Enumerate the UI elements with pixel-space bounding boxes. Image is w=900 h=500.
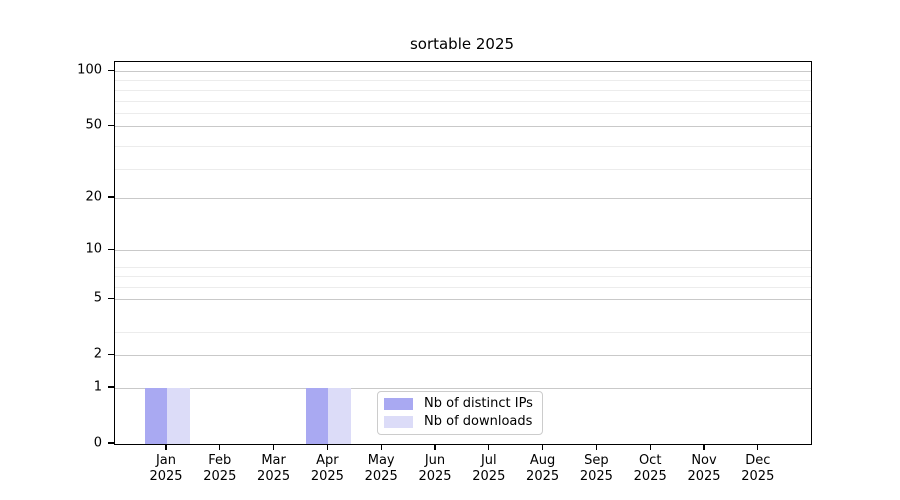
y-tick-label-2: 2 [93, 346, 102, 362]
y-tick-label-10: 10 [85, 241, 102, 257]
x-tick-aug [542, 444, 544, 450]
y-tick-100 [108, 69, 114, 71]
y-tick-10 [108, 248, 114, 250]
x-tick-may [380, 444, 382, 450]
x-tick-label-oct: Oct 2025 [633, 453, 667, 484]
bar-downloads-jan [167, 388, 190, 444]
bar-distinct-ips-apr [305, 388, 329, 444]
x-tick-label-jul: Jul 2025 [472, 453, 506, 484]
x-tick-feb [219, 444, 221, 450]
minor-gridline [115, 286, 811, 288]
plot-area [114, 61, 812, 445]
chart-title: sortable 2025 [409, 35, 515, 53]
x-tick-jan [165, 444, 167, 450]
major-gridline-20 [115, 198, 811, 199]
y-tick-2 [108, 353, 114, 355]
x-tick-dec [757, 444, 759, 450]
x-tick-jul [488, 444, 490, 450]
x-tick-label-mar: Mar 2025 [257, 453, 291, 484]
major-gridline-100 [115, 71, 811, 73]
y-tick-label-5: 5 [93, 290, 102, 306]
y-tick-label-1: 1 [93, 379, 102, 395]
minor-gridline [115, 169, 811, 171]
major-gridline-2 [115, 355, 811, 357]
gridlines-layer [115, 62, 811, 444]
x-tick-label-jun: Jun 2025 [418, 453, 452, 484]
minor-gridline [115, 89, 811, 91]
x-tick-label-feb: Feb 2025 [203, 453, 237, 484]
legend: Nb of distinct IPs Nb of downloads [377, 391, 543, 435]
x-tick-label-aug: Aug 2025 [526, 453, 560, 484]
legend-row-downloads: Nb of downloads [384, 415, 533, 429]
y-tick-label-20: 20 [85, 189, 102, 205]
legend-row-distinct-ips: Nb of distinct IPs [384, 397, 533, 411]
x-tick-label-dec: Dec 2025 [741, 453, 775, 484]
bar-distinct-ips-jan [144, 388, 167, 444]
minor-gridline [115, 113, 811, 115]
x-tick-label-apr: Apr 2025 [310, 453, 344, 484]
legend-swatch-distinct-ips [384, 398, 413, 410]
x-tick-apr [326, 444, 328, 450]
minor-gridline [115, 100, 811, 102]
x-tick-mar [273, 444, 275, 450]
major-gridline-1 [115, 388, 811, 389]
minor-gridline [115, 276, 811, 277]
y-tick-50 [108, 124, 114, 126]
y-tick-1 [108, 386, 114, 388]
legend-label-distinct-ips: Nb of distinct IPs [424, 396, 533, 411]
x-tick-sep [595, 444, 597, 450]
y-tick-label-100: 100 [77, 62, 102, 78]
legend-swatch-downloads [384, 416, 413, 428]
y-tick-label-0: 0 [93, 435, 102, 451]
x-tick-oct [649, 444, 651, 450]
y-tick-0 [108, 442, 114, 444]
major-gridline-5 [115, 299, 811, 301]
bars-layer [115, 62, 811, 444]
x-tick-label-jan: Jan 2025 [149, 453, 183, 484]
minor-gridline [115, 145, 811, 147]
x-tick-label-nov: Nov 2025 [687, 453, 721, 484]
legend-label-downloads: Nb of downloads [424, 414, 533, 429]
minor-gridline [115, 80, 811, 82]
minor-gridline [115, 266, 811, 268]
x-tick-nov [703, 444, 705, 450]
x-tick-label-may: May 2025 [364, 453, 398, 484]
x-tick-label-sep: Sep 2025 [579, 453, 613, 484]
major-gridline-50 [115, 126, 811, 128]
y-tick-5 [108, 297, 114, 299]
major-gridline-10 [115, 250, 811, 252]
x-tick-jun [434, 444, 436, 450]
bar-downloads-apr [328, 388, 351, 444]
minor-gridline [115, 332, 811, 333]
y-tick-20 [108, 196, 114, 198]
y-tick-label-50: 50 [85, 117, 102, 133]
